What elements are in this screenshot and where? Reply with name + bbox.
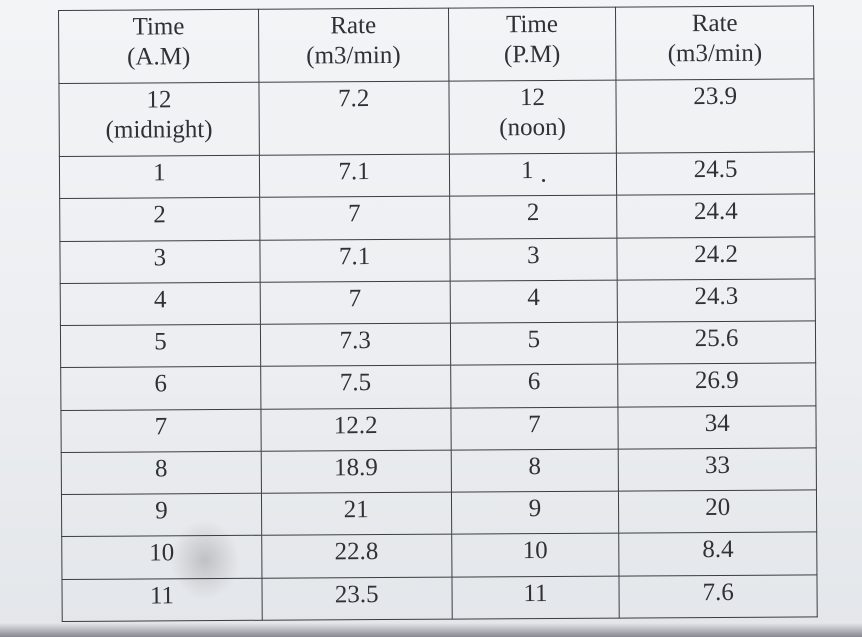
am-rate-cell: 7 [259, 280, 450, 325]
pm-time-cell: 12 (noon) [448, 80, 617, 155]
pm-rate-cell: 20 [618, 490, 817, 534]
am-time-cell: 7 [60, 408, 261, 453]
am-rate-cell: 21 [261, 492, 452, 536]
header-line: Time [505, 10, 558, 39]
header-am-rate: Rate (m3/min) [258, 8, 449, 83]
pm-rate-cell: 33 [618, 447, 817, 492]
time-value: 1 [521, 157, 534, 185]
header-line: (A.M) [126, 43, 191, 71]
pm-time-cell: 9 [450, 491, 619, 535]
am-time-cell: 5 [60, 324, 261, 368]
am-rate-cell: 7.1 [259, 154, 450, 198]
pm-rate-cell: 24.4 [616, 194, 815, 238]
pm-time-cell: 4 [449, 279, 618, 324]
am-rate-cell: 7.1 [259, 238, 450, 283]
table-row: 5 7.3 5 25.6 [60, 320, 816, 368]
header-line: Time [132, 13, 185, 41]
pm-time-cell: 8 [450, 448, 619, 493]
table-row: 4 7 4 24.3 [60, 278, 816, 326]
pm-rate-cell: 24.2 [617, 236, 816, 280]
am-rate-cell: 7.5 [260, 365, 451, 409]
pm-rate-cell: 24.5 [616, 151, 815, 196]
table-row: 1 7.1 1 24.5 [59, 151, 815, 199]
time-value: 12 [146, 86, 172, 114]
time-note: (noon) [499, 113, 566, 142]
am-time-cell: 10 [61, 535, 262, 580]
am-time-cell: 3 [59, 239, 260, 284]
pm-time-cell: 6 [450, 364, 619, 408]
pm-rate-cell: 7.6 [619, 574, 818, 619]
pm-rate-cell: 8.4 [618, 532, 817, 576]
page-bottom-shadow [0, 623, 862, 637]
am-rate-cell: 7 [259, 196, 450, 240]
header-line: (m3/min) [667, 39, 763, 68]
table-row: 3 7.1 3 24.2 [59, 236, 816, 284]
am-time-cell: 12 (midnight) [58, 82, 260, 157]
pm-rate-cell: 25.6 [617, 320, 816, 365]
pm-time-cell: 11 [451, 575, 620, 620]
header-pm-time: Time (P.M) [447, 7, 617, 82]
table-row: 8 18.9 8 33 [61, 447, 817, 495]
stray-dot [541, 179, 545, 183]
am-rate-cell: 12.2 [260, 407, 451, 452]
table-row: 10 22.8 10 8.4 [61, 532, 817, 580]
table-row: 2 7 2 24.4 [59, 194, 815, 242]
table-row: 6 7.5 6 26.9 [60, 363, 816, 411]
pm-rate-cell: 26.9 [617, 363, 816, 407]
am-rate-cell: 18.9 [260, 449, 451, 494]
header-am-time: Time (A.M) [58, 9, 259, 84]
time-note: (midnight) [105, 116, 213, 144]
pm-time-cell: 1 [448, 153, 617, 197]
table-row: 9 21 9 20 [61, 490, 817, 537]
pm-time-cell: 5 [449, 322, 618, 366]
table-row: 11 23.5 11 7.6 [61, 574, 818, 622]
am-rate-cell: 22.8 [261, 534, 452, 578]
header-line: (m3/min) [306, 41, 401, 70]
am-time-cell: 6 [60, 366, 261, 411]
pm-rate-cell: 24.3 [617, 278, 816, 323]
am-time-cell: 2 [59, 197, 260, 242]
header-row: Time (A.M) Rate (m3/min) Time (P.M) Rate… [58, 5, 814, 84]
am-time-cell: 11 [61, 577, 262, 622]
am-rate-cell: 23.5 [261, 576, 452, 621]
pm-rate-cell: 23.9 [616, 78, 815, 154]
header-line: Rate [691, 9, 738, 38]
am-rate-cell: 7.3 [260, 323, 451, 367]
header-pm-rate: Rate (m3/min) [615, 5, 814, 81]
pm-rate-cell: 34 [618, 405, 817, 449]
header-line: Rate [330, 12, 377, 40]
am-time-cell: 1 [59, 155, 260, 199]
pm-time-cell: 7 [450, 406, 619, 450]
pm-time-cell: 10 [451, 533, 620, 577]
pm-time-cell: 3 [449, 237, 618, 281]
ink-smudge [170, 520, 240, 600]
table-row: 12 (midnight) 7.2 12 (noon) 23.9 [58, 78, 815, 157]
am-time-cell: 4 [60, 282, 261, 326]
header-line: (P.M) [503, 40, 561, 69]
am-time-cell: 8 [61, 451, 262, 495]
am-rate-cell: 7.2 [258, 81, 449, 156]
table-row: 7 12.2 7 34 [60, 405, 817, 453]
am-time-cell: 9 [61, 493, 262, 537]
rate-table: Time (A.M) Rate (m3/min) Time (P.M) Rate… [58, 5, 818, 622]
pm-time-cell: 2 [449, 195, 618, 239]
time-value: 12 [519, 84, 545, 112]
